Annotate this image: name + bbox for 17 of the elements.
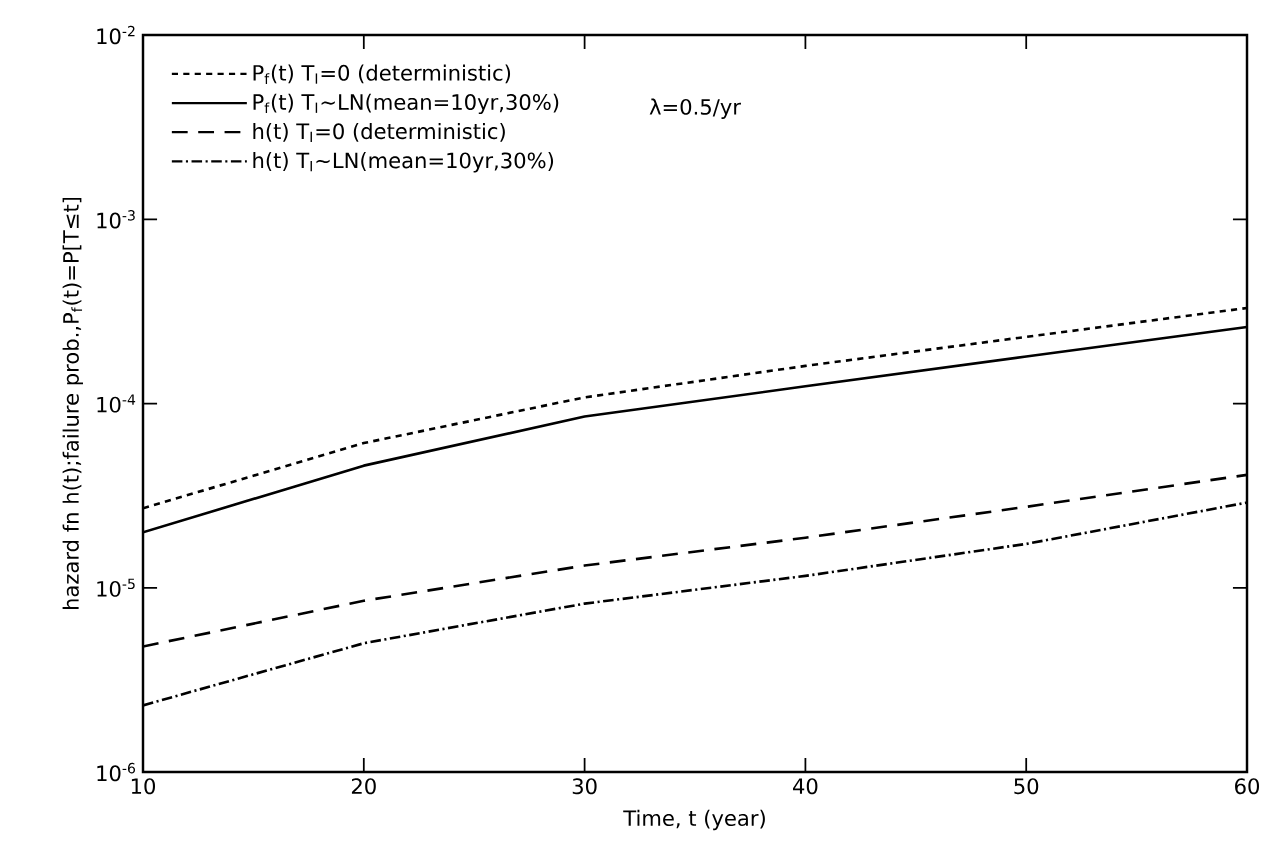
y-tick-label: 10$^{-5}$ xyxy=(97,578,135,597)
x-tick-label: 40 xyxy=(793,778,818,795)
x-tick-label: 30 xyxy=(572,778,597,795)
legend-label: h(t) T$_{I}$~LN(mean=10yr,30%) xyxy=(253,152,554,173)
x-tick-label: 20 xyxy=(351,778,376,795)
x-tick-label: 10 xyxy=(131,778,156,795)
annotation: λ=0.5/yr xyxy=(649,98,741,119)
x-tick-label: 50 xyxy=(1014,778,1039,795)
y-tick-label: 10$^{-2}$ xyxy=(97,25,135,45)
x-axis-title: Time, t (year) xyxy=(623,809,765,831)
x-tick-label: 60 xyxy=(1235,778,1260,795)
y-tick-label: 10$^{-3}$ xyxy=(97,210,135,229)
legend-label: h(t) T$_{I}$=0 (deterministic) xyxy=(253,122,505,143)
legend-label: P$_{f}$(t) T$_{I}$~LN(mean=10yr,30%) xyxy=(253,93,559,115)
y-tick-label: 10$^{-4}$ xyxy=(97,394,136,413)
legend-label: P$_{f}$(t) T$_{I}$=0 (deterministic) xyxy=(253,64,511,84)
y-axis-title: hazard fn h(t);failure prob.,P$_{f}$(t)=P[T≤t] xyxy=(62,197,83,610)
